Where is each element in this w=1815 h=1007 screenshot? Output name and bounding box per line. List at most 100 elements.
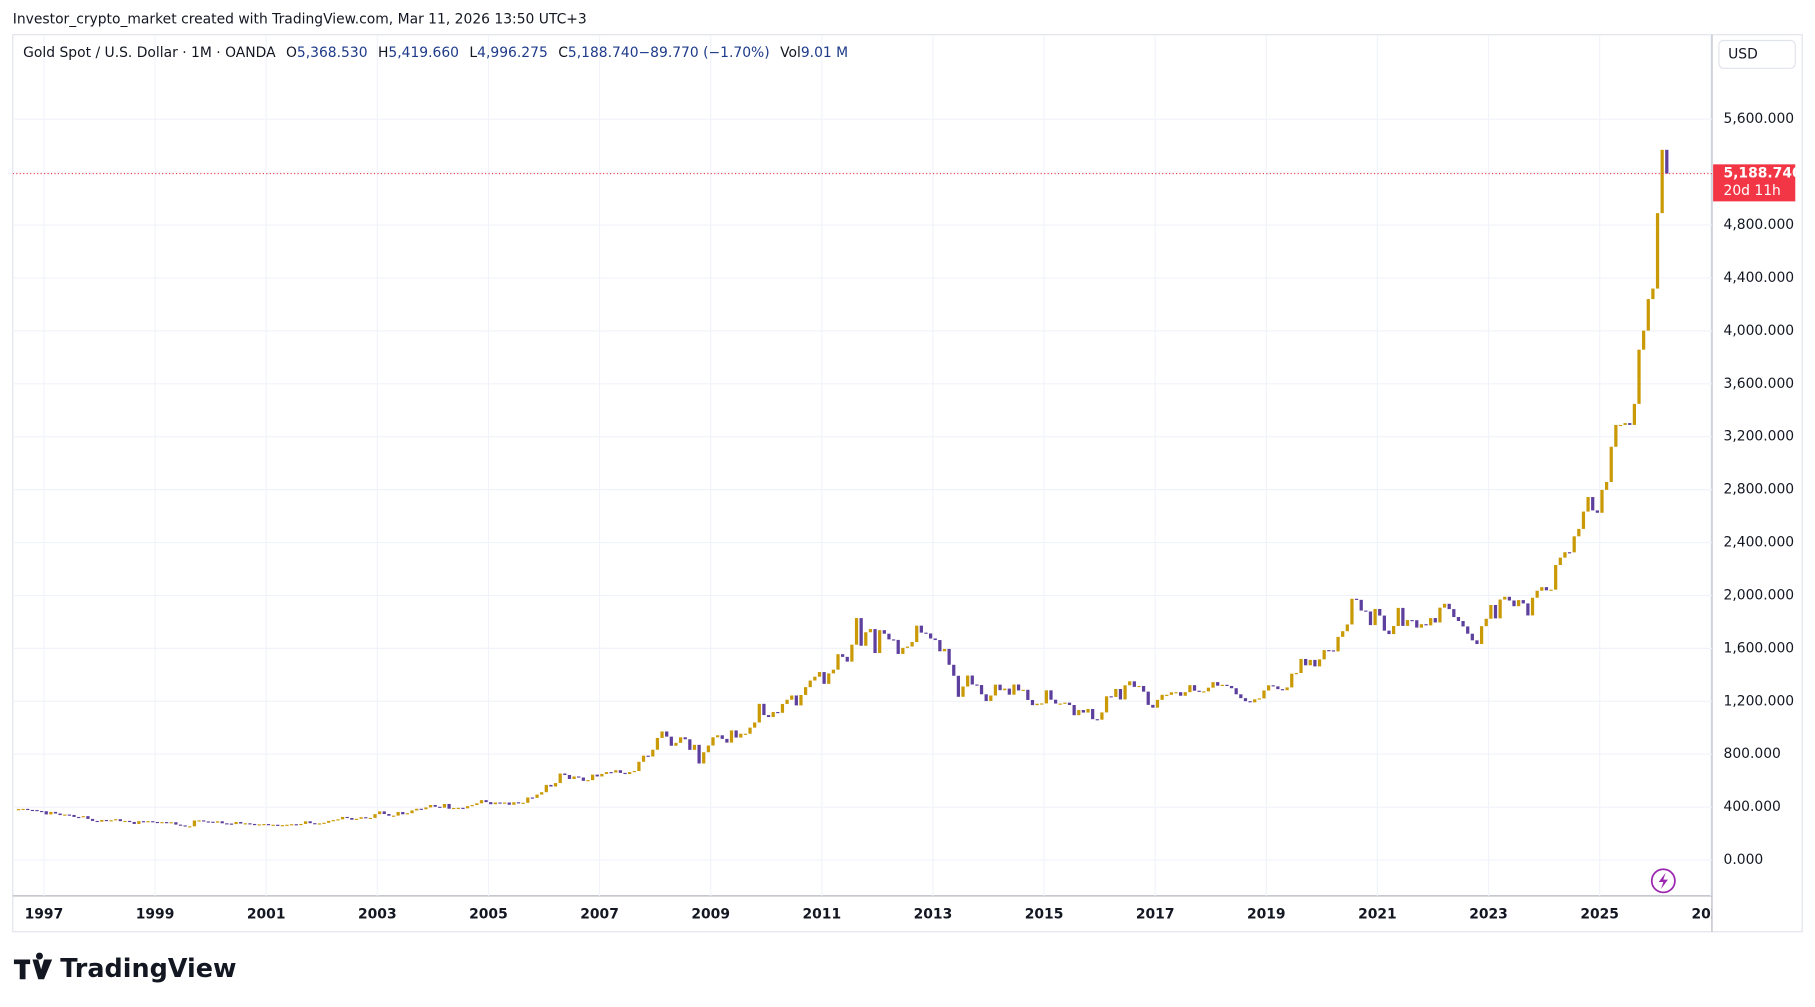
candle-body [1285, 687, 1289, 691]
candle-body [359, 817, 363, 819]
candle-body [86, 816, 90, 819]
candle-body [424, 807, 428, 810]
candle-body [1146, 691, 1150, 705]
candle-body [600, 773, 604, 777]
candle-body [67, 814, 72, 816]
candle-body [206, 821, 210, 823]
candle-body [452, 807, 456, 810]
candle-body [808, 680, 812, 688]
candle-body [1567, 552, 1572, 554]
candle-body [910, 642, 914, 647]
candle-body [683, 737, 687, 740]
legend-value: 4,996.275 [477, 45, 548, 61]
currency[interactable]: USD [1728, 46, 1758, 62]
candle-body [864, 632, 868, 646]
candle-body [1382, 615, 1386, 631]
candle-body [1174, 692, 1178, 694]
candle-body [1618, 424, 1623, 427]
candle-body [766, 715, 771, 718]
y-tick-label: 2,400.000 [1724, 535, 1795, 551]
candle-body [169, 822, 173, 824]
candle-body [1179, 692, 1183, 696]
candle-body [396, 812, 400, 816]
candle-body [1540, 587, 1544, 591]
candle-body [58, 813, 62, 816]
candle-body [262, 824, 266, 826]
candle-body [1077, 710, 1081, 716]
candle-body [1248, 701, 1252, 703]
candle-body [294, 824, 298, 826]
candle-body [220, 821, 224, 824]
candle-body [1114, 689, 1118, 697]
candle-body [1461, 621, 1465, 627]
x-tick-label: 2001 [247, 906, 286, 922]
candle-body [1517, 600, 1521, 607]
candle-body [901, 647, 905, 654]
lightning-glyph [1658, 872, 1668, 889]
candle-body [39, 810, 44, 813]
candle-body [322, 822, 326, 824]
candle-body [1123, 685, 1127, 700]
candle-body [1202, 691, 1206, 693]
candle-body [428, 805, 433, 808]
candle-body [327, 820, 331, 823]
candle-body [794, 695, 798, 706]
candle-body [63, 814, 67, 816]
candle-body [1049, 690, 1053, 700]
candle-body [44, 811, 48, 815]
candle-body [1169, 692, 1173, 695]
x-tick-label: 2005 [469, 906, 508, 922]
candle-body [1044, 690, 1048, 704]
candle-body [387, 814, 391, 816]
candle-body [1220, 684, 1224, 686]
candle-body [896, 639, 900, 654]
candle-body [498, 802, 502, 804]
candle-body [72, 814, 76, 817]
candle-body [234, 821, 238, 825]
candle-body [1364, 610, 1368, 612]
candle-body [1489, 604, 1493, 619]
currency-button[interactable] [1718, 39, 1796, 69]
candle-body [961, 686, 965, 697]
candle-body [915, 625, 919, 643]
candle-body [1253, 699, 1257, 703]
x-axis-labels: 1997 1999 2001 2003 2005 2007 2009 2011 2013 2015… [25, 906, 1712, 922]
candle-body [590, 774, 595, 781]
x-tick-label: 2019 [1247, 906, 1286, 922]
candle-body [1581, 511, 1586, 529]
candle-body [1192, 685, 1197, 691]
candle-body [479, 800, 484, 804]
candle-body [1225, 684, 1229, 686]
candle-body [1498, 599, 1502, 619]
candle-body [1554, 565, 1558, 590]
candle-body [928, 633, 933, 639]
chart-frame [12, 34, 1803, 933]
candle-body [831, 669, 835, 674]
axes: 0.000 400.000 800.000 1,200.000 1,600.000 2,0… [25, 111, 1802, 922]
candle-body [1507, 596, 1511, 601]
candle-body [336, 819, 340, 821]
candle-body [1322, 650, 1326, 660]
candle-body [197, 820, 201, 822]
candle-body [470, 805, 474, 807]
candle-body [1160, 694, 1164, 700]
candle-body [1091, 708, 1095, 720]
candle-body [799, 694, 803, 706]
candle-body [178, 824, 183, 826]
candle-body [1438, 607, 1442, 623]
candle-body [118, 819, 122, 822]
candle-body [674, 742, 678, 746]
candle-body [970, 675, 974, 685]
candle-body [354, 818, 359, 820]
candle-body [868, 629, 873, 633]
candle-body [1521, 600, 1525, 604]
candle-body [521, 802, 525, 804]
candle-body [1466, 626, 1470, 634]
candle-body [776, 712, 780, 714]
candle-body [280, 825, 285, 827]
candle-body [1373, 608, 1377, 626]
candle-body [1535, 590, 1539, 598]
y-tick-label: 4,800.000 [1724, 217, 1795, 233]
y-tick-label: 1,600.000 [1724, 640, 1795, 656]
candle-body [276, 824, 280, 826]
